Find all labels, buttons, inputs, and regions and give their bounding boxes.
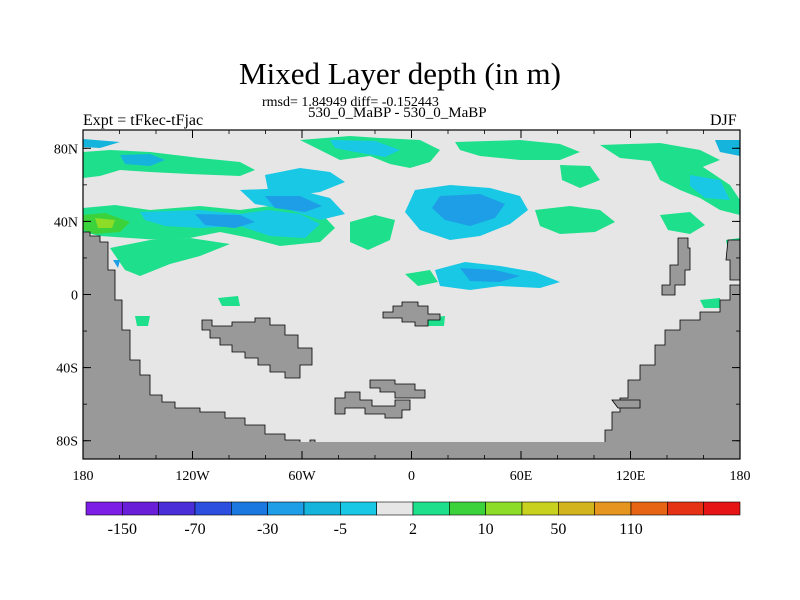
anomaly-patch bbox=[560, 165, 600, 188]
land-antarctic-edge bbox=[83, 442, 740, 459]
colorbar-swatch bbox=[449, 501, 486, 516]
season-label: DJF bbox=[710, 112, 737, 129]
colorbar-swatch bbox=[521, 501, 559, 516]
colorbar-swatch bbox=[85, 501, 123, 516]
anomaly-patch bbox=[350, 215, 395, 250]
colorbar-swatch bbox=[340, 501, 377, 516]
map-title: Mixed Layer depth (in m) bbox=[239, 56, 561, 91]
colorbar-swatch bbox=[194, 501, 232, 516]
land-mask bbox=[83, 231, 740, 459]
land-patch-southern bbox=[369, 379, 426, 399]
colorbar-label: -70 bbox=[184, 521, 205, 538]
colorbar-swatch bbox=[158, 501, 196, 516]
anomaly-patch bbox=[460, 268, 520, 282]
colorbar-label: 10 bbox=[478, 521, 494, 538]
land-patch-east bbox=[661, 237, 691, 296]
land-americas bbox=[83, 231, 740, 459]
colorbar-swatch bbox=[122, 501, 159, 516]
colorbar-label: 110 bbox=[619, 521, 642, 538]
anomaly-patch bbox=[110, 238, 230, 276]
y-tick-label: 0 bbox=[71, 289, 78, 304]
colorbar-swatch bbox=[703, 501, 741, 516]
anomaly-patch bbox=[600, 143, 720, 168]
anomaly-patch bbox=[660, 212, 705, 234]
land-patch-east bbox=[725, 239, 740, 281]
anomaly-patch bbox=[535, 206, 615, 234]
anomaly-patch bbox=[715, 140, 740, 156]
anomaly-patch bbox=[700, 298, 720, 308]
colorbar-label: -5 bbox=[334, 521, 347, 538]
x-tick-label: 120W bbox=[175, 469, 210, 484]
anomaly-patch bbox=[265, 196, 322, 212]
anomaly-patch bbox=[405, 270, 438, 286]
runs-line: 530_0_MaBP - 530_0_MaBP bbox=[308, 105, 487, 121]
y-tick-label: 40N bbox=[54, 215, 78, 230]
colorbar-swatch bbox=[667, 501, 704, 516]
land-patch-australia bbox=[382, 301, 441, 327]
x-tick-label: 120E bbox=[616, 469, 646, 484]
x-tick-label: 180 bbox=[730, 469, 751, 484]
anomaly-patch bbox=[135, 316, 150, 326]
x-tick-label: 60E bbox=[510, 469, 533, 484]
colorbar-swatch bbox=[594, 501, 632, 516]
anomaly-patch bbox=[113, 260, 120, 268]
colorbar-swatch bbox=[267, 501, 305, 516]
y-tick-label: 80N bbox=[54, 142, 78, 157]
colorbar-label: 50 bbox=[550, 521, 566, 538]
map-plot-area bbox=[83, 130, 740, 459]
colorbar-label: -150 bbox=[108, 521, 137, 538]
y-tick-label: 80S bbox=[56, 435, 78, 450]
anomaly-patch bbox=[195, 214, 255, 228]
colorbar: -150 -70 -30 -5 2 10 50 110 bbox=[85, 501, 741, 538]
anomaly-patch bbox=[120, 154, 165, 166]
colorbar-swatch bbox=[485, 501, 523, 516]
axis-ticks: 180 120W 60W 0 60E 120E 180 80N 40N 0 40S 80S bbox=[54, 130, 751, 484]
land-patch-africa bbox=[201, 317, 313, 379]
colorbar-swatch bbox=[412, 501, 450, 516]
colorbar-swatch bbox=[558, 501, 595, 516]
stats-line: rmsd= 1.84949 diff= -0.152443 bbox=[262, 95, 439, 110]
colorbar-label: -30 bbox=[257, 521, 278, 538]
anomaly-field bbox=[83, 136, 740, 326]
y-tick-label: 40S bbox=[56, 362, 78, 377]
colorbar-swatch bbox=[376, 501, 414, 516]
colorbar-label: 2 bbox=[409, 521, 417, 538]
colorbar-swatch bbox=[630, 501, 668, 516]
anomaly-patch bbox=[432, 194, 505, 226]
anomaly-patch bbox=[95, 218, 115, 228]
x-tick-label: 0 bbox=[408, 469, 415, 484]
anomaly-patch bbox=[455, 140, 580, 160]
anomaly-patch bbox=[218, 296, 240, 306]
x-tick-label: 60W bbox=[288, 469, 316, 484]
anomaly-patch bbox=[83, 139, 120, 148]
land-patch-west bbox=[611, 399, 641, 409]
anomaly-patch bbox=[690, 175, 730, 200]
experiment-label: Expt = tFkec-tFjac bbox=[83, 112, 204, 129]
land-patch-southern bbox=[334, 391, 411, 419]
anomaly-patch bbox=[330, 140, 400, 157]
colorbar-swatch bbox=[231, 501, 268, 516]
colorbar-swatch bbox=[303, 501, 341, 516]
x-tick-label: 180 bbox=[73, 469, 94, 484]
